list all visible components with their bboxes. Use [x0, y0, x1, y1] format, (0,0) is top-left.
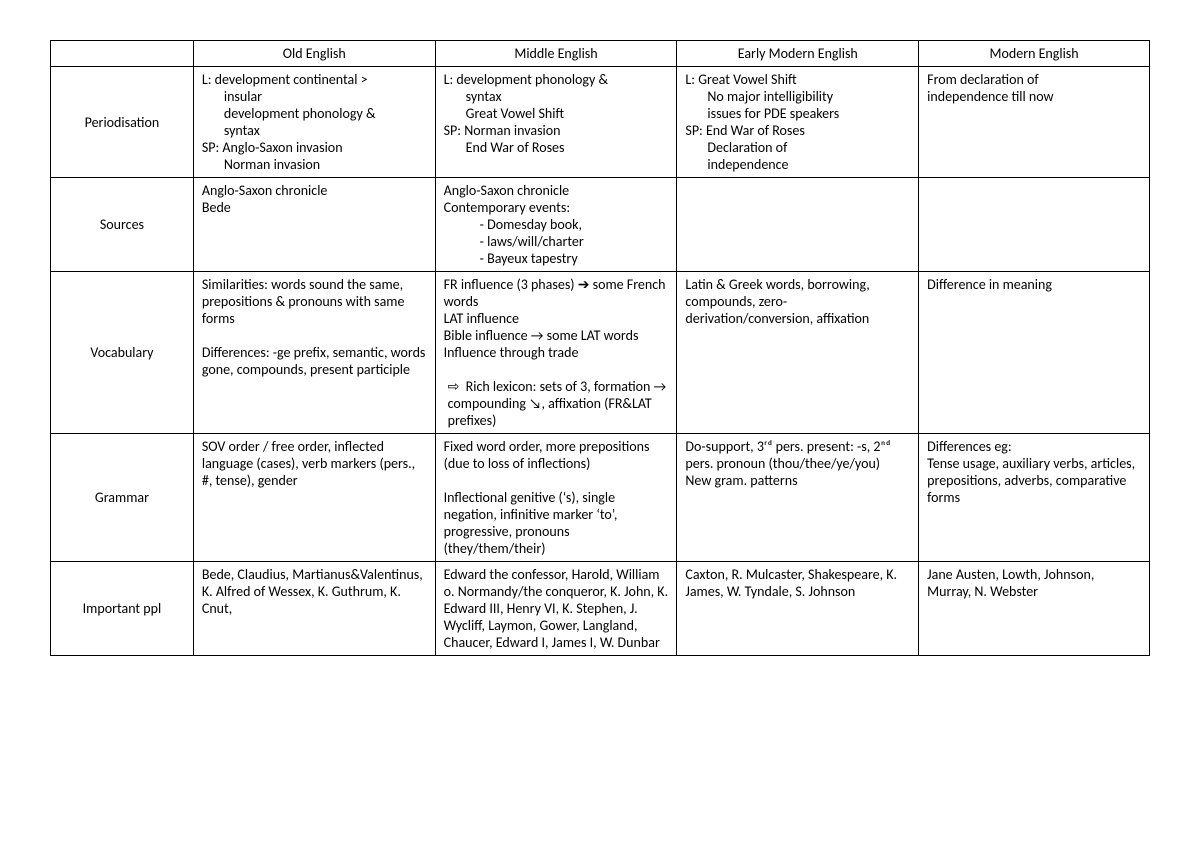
cell-vocabulary-me: FR influence (3 phases) ➔ some French wo… [435, 272, 677, 434]
header-corner [51, 41, 194, 67]
rowlabel-important-ppl: Important ppl [51, 562, 194, 656]
header-modern-english: Modern English [919, 41, 1150, 67]
text: SOV order / free order, inflected langua… [202, 438, 415, 489]
rowlabel-grammar: Grammar [51, 434, 194, 562]
row-vocabulary: Vocabulary Similarities: words sound the… [51, 272, 1150, 434]
text: Differences: -ge prefix, semantic, words… [202, 344, 426, 378]
text: syntax [202, 122, 427, 139]
cell-sources-oe: Anglo-Saxon chronicle Bede [193, 178, 435, 272]
text: Latin & Greek words, borrowing, compound… [685, 276, 869, 327]
text: Bible influence → some LAT words [444, 327, 639, 344]
text: Anglo-Saxon chronicle [202, 182, 328, 199]
list-item: Domesday book, [444, 216, 669, 233]
text: Do-support, 3ʳᵈ pers. present: -s, 2ⁿᵈ p… [685, 438, 890, 472]
text: End War of Roses [444, 139, 669, 156]
cell-sources-moe [919, 178, 1150, 272]
cell-people-eme: Caxton, R. Mulcaster, Shakespeare, K. Ja… [677, 562, 919, 656]
text: Inflectional genitive (‘s), single negat… [444, 489, 618, 557]
text: independence [685, 156, 910, 173]
cell-vocabulary-moe: Difference in meaning [919, 272, 1150, 434]
cell-periodisation-oe: L: development continental > insular dev… [193, 67, 435, 178]
text: Difference in meaning [927, 276, 1052, 293]
text: SP: End War of Roses [685, 122, 804, 139]
text: Caxton, R. Mulcaster, Shakespeare, K. Ja… [685, 566, 897, 600]
cell-vocabulary-eme: Latin & Greek words, borrowing, compound… [677, 272, 919, 434]
text: Similarities: words sound the same, prep… [202, 276, 405, 327]
text: Norman invasion [202, 156, 427, 173]
text: insular [202, 88, 427, 105]
cell-sources-eme [677, 178, 919, 272]
cell-people-moe: Jane Austen, Lowth, Johnson, Murray, N. … [919, 562, 1150, 656]
text: Jane Austen, Lowth, Johnson, Murray, N. … [927, 566, 1094, 600]
row-sources: Sources Anglo-Saxon chronicle Bede Anglo… [51, 178, 1150, 272]
text: Great Vowel Shift [444, 105, 669, 122]
cell-grammar-oe: SOV order / free order, inflected langua… [193, 434, 435, 562]
header-middle-english: Middle English [435, 41, 677, 67]
text: independence till now [927, 88, 1053, 105]
text: Anglo-Saxon chronicle [444, 182, 570, 199]
text: L: Great Vowel Shift [685, 71, 796, 88]
list-item: ⇨Rich lexicon: sets of 3, formation → co… [444, 378, 669, 429]
text: From declaration of [927, 71, 1039, 88]
list-item: Bayeux tapestry [444, 250, 669, 267]
text: L: development phonology & [444, 71, 608, 88]
cell-periodisation-moe: From declaration of independence till no… [919, 67, 1150, 178]
history-of-english-table: Old English Middle English Early Modern … [50, 40, 1150, 656]
text: syntax [444, 88, 669, 105]
text: Contemporary events: [444, 199, 570, 216]
rowlabel-periodisation: Periodisation [51, 67, 194, 178]
text: Edward the confessor, Harold, William o.… [444, 566, 669, 651]
text: Fixed word order, more prepositions (due… [444, 438, 650, 472]
text: SP: Norman invasion [444, 122, 561, 139]
text: L: development continental > [202, 71, 368, 88]
cell-grammar-moe: Differences eg: Tense usage, auxiliary v… [919, 434, 1150, 562]
text: issues for PDE speakers [685, 105, 910, 122]
text: New gram. patterns [685, 472, 797, 489]
list-item: laws/will/charter [444, 233, 669, 250]
cell-vocabulary-oe: Similarities: words sound the same, prep… [193, 272, 435, 434]
text: Influence through trade [444, 344, 579, 361]
header-early-modern-english: Early Modern English [677, 41, 919, 67]
cell-grammar-eme: Do-support, 3ʳᵈ pers. present: -s, 2ⁿᵈ p… [677, 434, 919, 562]
text: development phonology & [202, 105, 427, 122]
rowlabel-vocabulary: Vocabulary [51, 272, 194, 434]
text: FR influence (3 phases) ➔ some French wo… [444, 276, 666, 310]
row-important-ppl: Important ppl Bede, Claudius, Martianus&… [51, 562, 1150, 656]
rowlabel-sources: Sources [51, 178, 194, 272]
row-grammar: Grammar SOV order / free order, inflecte… [51, 434, 1150, 562]
text: Bede [202, 199, 231, 216]
text: Declaration of [685, 139, 910, 156]
text: Bede, Claudius, Martianus&Valentinus, K.… [202, 566, 423, 617]
text: Rich lexicon: sets of 3, formation → com… [448, 378, 667, 429]
cell-periodisation-eme: L: Great Vowel Shift No major intelligib… [677, 67, 919, 178]
header-old-english: Old English [193, 41, 435, 67]
text: SP: Anglo-Saxon invasion [202, 139, 343, 156]
text: Tense usage, auxiliary verbs, articles, … [927, 455, 1135, 506]
arrow-icon: ⇨ [448, 378, 466, 395]
table-header-row: Old English Middle English Early Modern … [51, 41, 1150, 67]
cell-sources-me: Anglo-Saxon chronicle Contemporary event… [435, 178, 677, 272]
cell-people-oe: Bede, Claudius, Martianus&Valentinus, K.… [193, 562, 435, 656]
text: LAT influence [444, 310, 519, 327]
cell-grammar-me: Fixed word order, more prepositions (due… [435, 434, 677, 562]
text: Differences eg: [927, 438, 1011, 455]
row-periodisation: Periodisation L: development continental… [51, 67, 1150, 178]
cell-people-me: Edward the confessor, Harold, William o.… [435, 562, 677, 656]
cell-periodisation-me: L: development phonology & syntax Great … [435, 67, 677, 178]
text: No major intelligibility [685, 88, 910, 105]
